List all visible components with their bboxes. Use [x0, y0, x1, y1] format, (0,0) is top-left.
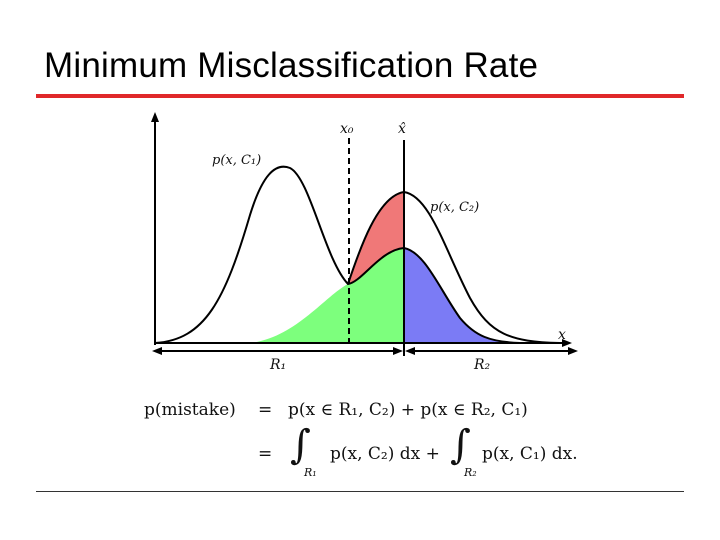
y-axis-arrow — [151, 112, 159, 122]
label-r1: R₁ — [269, 357, 286, 373]
curve-p-x-c1 — [154, 165, 521, 344]
r2-arrow-right — [568, 347, 578, 355]
r1-arrow-right — [393, 347, 403, 355]
blue-region — [404, 248, 520, 343]
label-p-x-c1: p(x, C₁) — [212, 153, 261, 168]
label-x0: x₀ — [340, 121, 354, 137]
green-region — [250, 248, 404, 343]
integral-2-integrand: p(x, C₁) dx. — [482, 444, 578, 464]
equation-equals-2: = — [258, 444, 273, 464]
integral-sign-2: ∫ — [450, 422, 471, 468]
x-axis-arrow — [562, 339, 572, 347]
label-r2: R₂ — [473, 357, 491, 373]
integral-1-subscript: R₁ — [304, 466, 317, 479]
label-xhat: x̂ — [398, 121, 406, 137]
curve-p-x-c2 — [347, 190, 561, 344]
integral-sign-1: ∫ — [290, 422, 311, 468]
r2-arrow-left — [405, 347, 415, 355]
integral-2-subscript: R₂ — [464, 466, 477, 479]
label-x-axis: x — [558, 327, 566, 343]
slide-title: Minimum Misclassification Rate — [44, 46, 539, 85]
equation-equals-1: = — [258, 400, 273, 420]
footer-rule — [36, 491, 684, 492]
red-error-region — [348, 192, 404, 284]
equation-lhs: p(mistake) — [144, 400, 236, 420]
integral-1-integrand: p(x, C₂) dx + — [330, 444, 440, 464]
equation-line1-rhs: p(x ∈ R₁, C₂) + p(x ∈ R₂, C₁) — [288, 400, 528, 420]
r1-arrow-left — [152, 347, 162, 355]
label-p-x-c2: p(x, C₂) — [430, 200, 479, 215]
title-underline — [36, 94, 684, 98]
